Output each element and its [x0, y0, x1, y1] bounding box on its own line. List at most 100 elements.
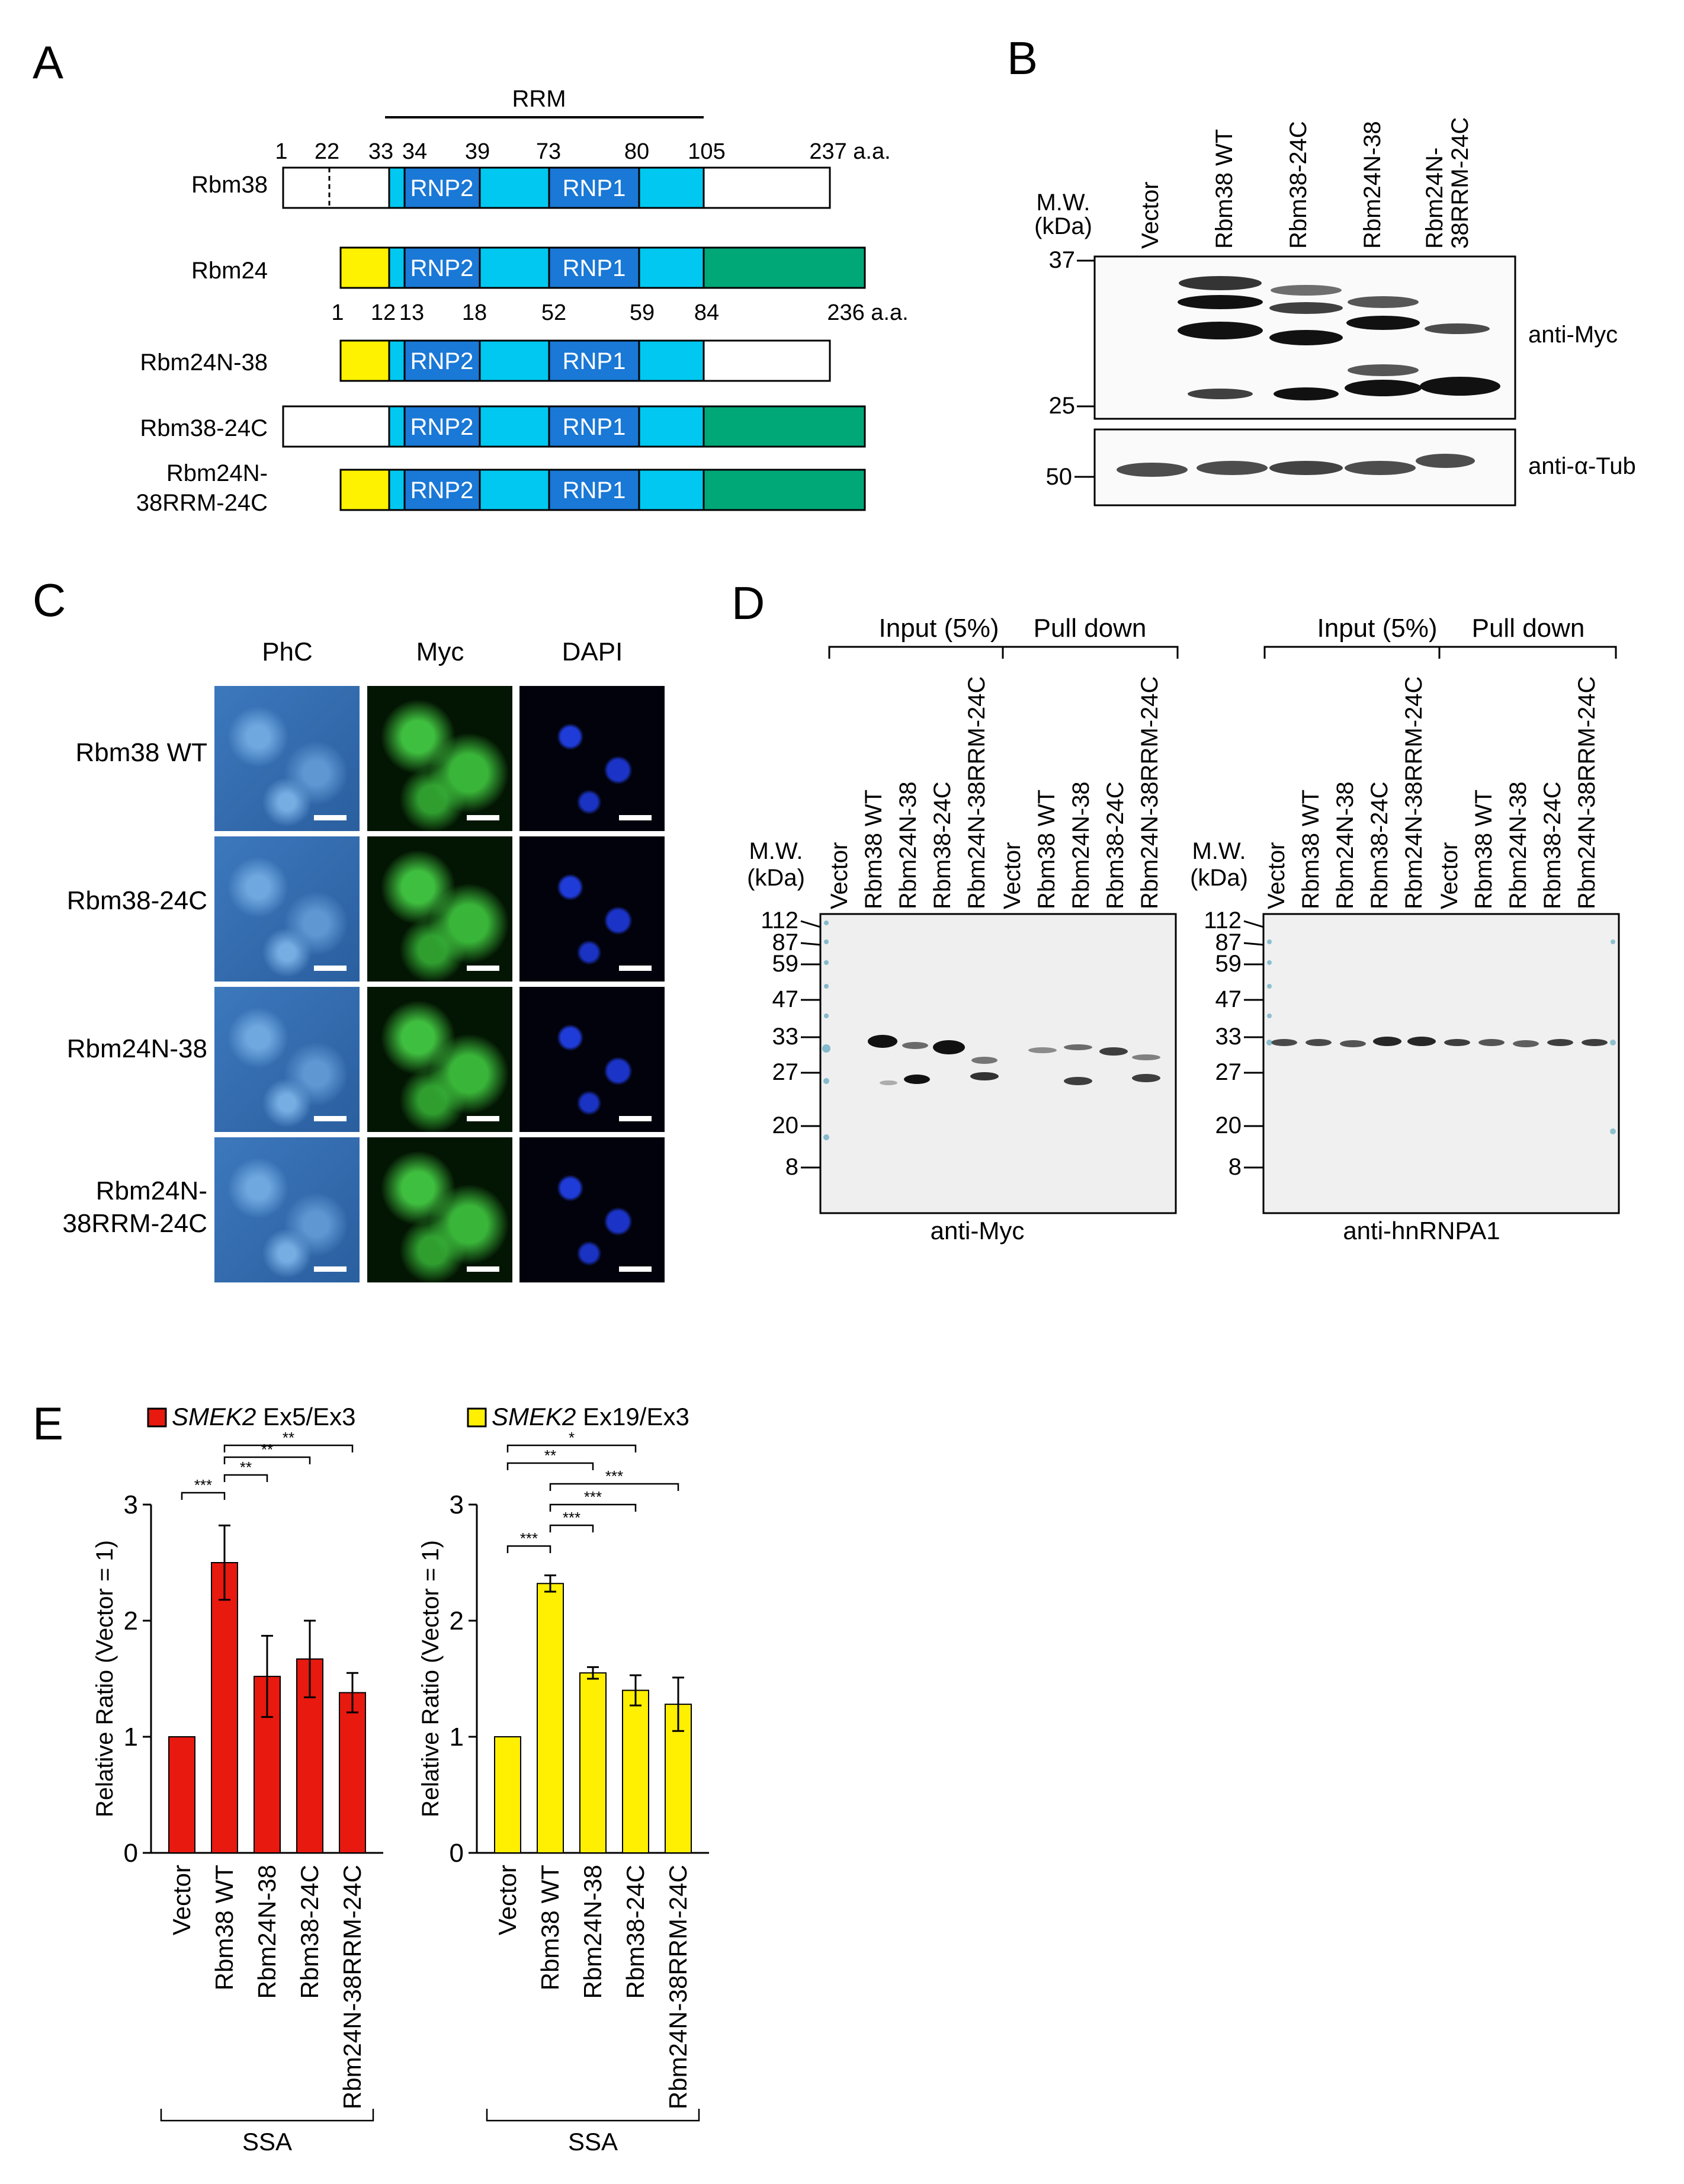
d-right-blot-label: anti-hnRNPA1 [1343, 1217, 1500, 1245]
bar [622, 1689, 649, 1854]
bar [211, 1562, 238, 1853]
d-left-lane-6: Vector [999, 842, 1025, 909]
column-label-dapi: DAPI [562, 637, 623, 666]
rbm38-pos-80: 80 [624, 139, 649, 164]
row-label-rbm24n-38: Rbm24N-38 [67, 1034, 207, 1063]
significance-bracket [181, 1492, 226, 1500]
rbm24-pos-84: 84 [694, 300, 719, 325]
d-left-lane-3: Rbm24N-38 [895, 781, 921, 909]
significance-bracket [506, 1545, 551, 1553]
rbm24-rnp2-label: RNP2 [410, 255, 474, 281]
d-left-input-label: Input (5%) [879, 614, 999, 643]
significance-bracket [223, 1456, 311, 1464]
blot-b-lane-vector: Vector [1137, 182, 1163, 249]
rbm24-pos-236: 236 a.a. [827, 300, 908, 325]
d-left-marker-20: 20 [772, 1112, 799, 1138]
group-bracket [486, 2109, 700, 2122]
image-phc-chimera [214, 1137, 360, 1282]
panel-letter-b: B [1007, 32, 1038, 84]
rbm38-pos-1: 1 [275, 139, 287, 164]
d-right-marker-59: 59 [1215, 951, 1242, 977]
bar [494, 1736, 521, 1853]
d-right-lane-2: Rbm38 WT [1298, 790, 1324, 909]
group-label: SSA [242, 2128, 292, 2156]
d-left-lane-2: Rbm38 WT [861, 790, 887, 909]
d-right-lane-9: Rbm38-24C [1539, 781, 1566, 909]
d-left-marker-87: 87 [772, 929, 799, 955]
rbm24-pos-52: 52 [541, 300, 566, 325]
x-tick-label: Rbm24N-38 [253, 1865, 281, 1999]
construct-label-rbm24n-line2: 38RRM-24C [136, 490, 268, 516]
rbm24-pos-1: 1 [331, 300, 344, 325]
x-tick-label: Rbm38-24C [296, 1865, 323, 1999]
x-tick-label: Rbm38 WT [536, 1865, 564, 1990]
row-label-rbm38wt: Rbm38 WT [76, 738, 207, 767]
row-label-rbm38-24c: Rbm38-24C [67, 886, 207, 915]
marker-b-25: 25 [1049, 393, 1076, 419]
rbm38-rnp2-label: RNP2 [410, 175, 474, 201]
significance-bracket [506, 1444, 637, 1452]
d-left-marker-59: 59 [772, 951, 799, 977]
image-dapi-rbm38-24c [519, 836, 665, 982]
significance-stars: ** [261, 1441, 273, 1458]
image-myc-rbm24n-38 [367, 987, 512, 1132]
rbm38-pos-33: 33 [368, 139, 393, 164]
rrm-label: RRM [512, 86, 566, 112]
rbm24-pos-13: 13 [399, 300, 424, 325]
significance-stars: *** [584, 1488, 602, 1506]
legend-label: SMEK2 Ex5/Ex3 [172, 1403, 355, 1431]
significance-bracket [549, 1503, 637, 1512]
d-left-mw-2: (kDa) [747, 865, 805, 891]
d-right-mw-2: (kDa) [1190, 865, 1248, 891]
x-tick-label: Rbm24N-38RRM-24C [664, 1865, 692, 2109]
construct-label-rbm38: Rbm38 [191, 172, 268, 198]
d-left-lane-1: Vector [826, 842, 852, 909]
d-left-marker-112: 112 [761, 907, 798, 934]
significance-stars: *** [194, 1476, 212, 1494]
blot-b-label-myc: anti-Myc [1528, 322, 1618, 348]
image-dapi-rbm24n-38 [519, 987, 665, 1132]
group-label: SSA [568, 2128, 618, 2156]
d-right-lane-7: Rbm38 WT [1471, 790, 1497, 909]
d-right-lane-8: Rbm24N-38 [1505, 781, 1531, 909]
image-phc-rbm24n-38 [214, 987, 360, 1132]
y-tick-label: 3 [124, 1490, 138, 1519]
y-tick-label: 1 [124, 1723, 138, 1752]
significance-stars: ** [240, 1458, 252, 1476]
column-label-myc: Myc [416, 637, 464, 666]
mw-title-b-2: (kDa) [1034, 213, 1092, 239]
rbm24n38-rnp1-label: RNP1 [563, 348, 626, 374]
d-right-lane-3: Rbm24N-38 [1332, 781, 1358, 909]
d-right-lane-4: Rbm38-24C [1367, 781, 1393, 909]
panel-letter-c: C [33, 574, 66, 626]
marker-b-50: 50 [1046, 464, 1073, 490]
d-right-marker-8: 8 [1228, 1154, 1242, 1180]
y-axis-label: Relative Ratio (Vector = 1) [92, 1540, 118, 1817]
blot-b-lane-chimera-1: Rbm24N- [1422, 147, 1448, 249]
rbm38-pos-39: 39 [465, 139, 490, 164]
y-tick-label: 1 [450, 1723, 464, 1752]
d-left-lane-8: Rbm24N-38 [1068, 781, 1094, 909]
rbm24-pos-59: 59 [630, 300, 655, 325]
rbm38-pos-22: 22 [315, 139, 339, 164]
y-axis-label: Relative Ratio (Vector = 1) [418, 1540, 444, 1817]
image-myc-chimera [367, 1137, 512, 1282]
d-left-lane-4: Rbm38-24C [929, 781, 955, 909]
image-dapi-chimera [519, 1137, 665, 1282]
rbm24-pos-18: 18 [462, 300, 487, 325]
y-tick-label: 0 [450, 1839, 464, 1868]
significance-bracket [549, 1524, 594, 1532]
d-right-mw-1: M.W. [1192, 838, 1246, 864]
d-left-blot-label: anti-Myc [931, 1217, 1025, 1245]
x-tick-label: Rbm24N-38RRM-24C [338, 1865, 366, 2109]
column-label-phc: PhC [262, 637, 313, 666]
blot-b-lane-chimera-2: 38RRM-24C [1447, 117, 1473, 249]
image-phc-rbm38-24c [214, 836, 360, 982]
x-tick-label: Vector [493, 1865, 521, 1935]
d-right-marker-112: 112 [1204, 907, 1242, 934]
d-left-marker-8: 8 [785, 1154, 798, 1180]
d-left-marker-27: 27 [772, 1059, 799, 1085]
image-myc-rbm38wt [367, 686, 512, 831]
